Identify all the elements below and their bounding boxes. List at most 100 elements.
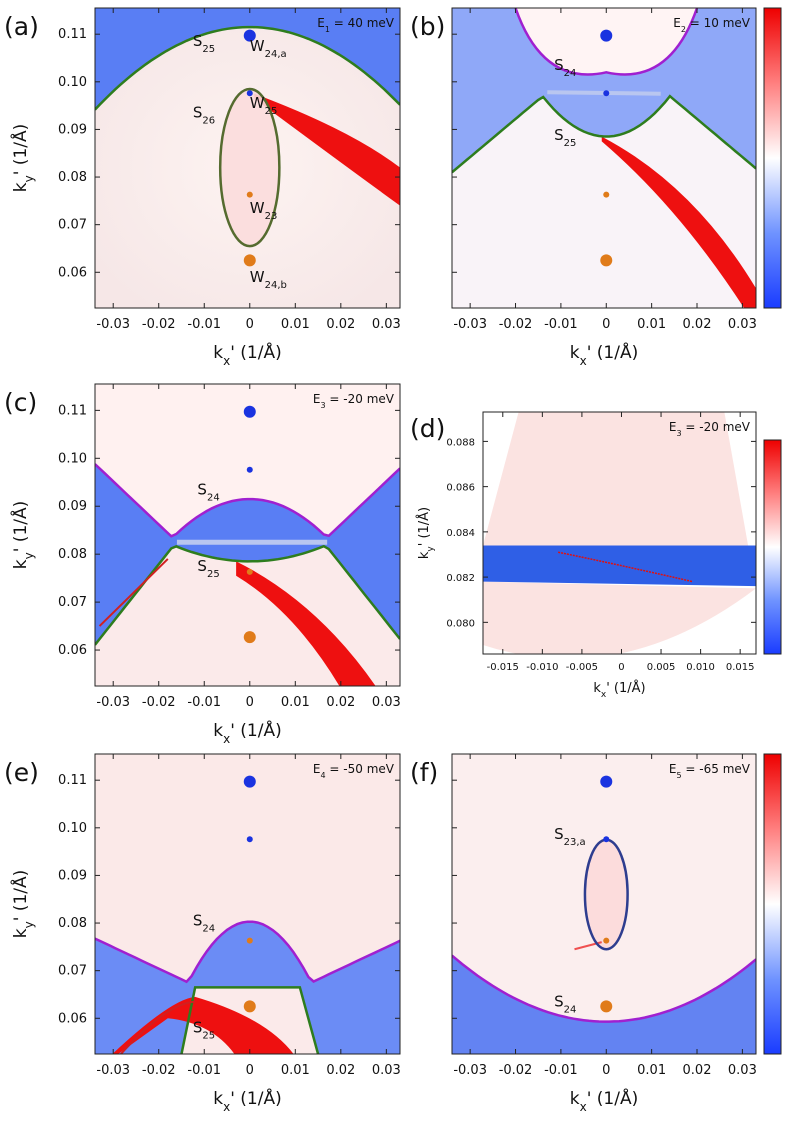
energy-label: E3 = -20 meV bbox=[669, 420, 751, 438]
ytick-label: 0.080 bbox=[446, 618, 475, 629]
energy-label: E4 = -50 meV bbox=[313, 762, 395, 780]
pink-ellipse bbox=[584, 839, 628, 950]
xtick-label: 0.005 bbox=[647, 662, 676, 673]
xtick-label: 0.015 bbox=[726, 662, 755, 673]
xtick-label: -0.03 bbox=[96, 317, 130, 332]
frame bbox=[482, 411, 757, 655]
colorbar bbox=[763, 753, 782, 1055]
xtick-label: 0 bbox=[602, 317, 610, 332]
ytick-label: 0.11 bbox=[58, 773, 87, 788]
xlabel: kx' (1/Å) bbox=[570, 341, 638, 368]
xtick-label: -0.02 bbox=[499, 317, 533, 332]
red-band bbox=[601, 136, 756, 308]
xtick-label: -0.02 bbox=[142, 695, 176, 710]
xtick-label: -0.03 bbox=[96, 695, 130, 710]
red-streak bbox=[119, 1000, 196, 1054]
xtick-label: 0.03 bbox=[728, 1063, 757, 1078]
annotation-W24,a: W24,a bbox=[250, 37, 287, 60]
plot-area bbox=[95, 754, 400, 1054]
xlabel: kx' (1/Å) bbox=[213, 1087, 281, 1114]
point-0 bbox=[600, 29, 613, 42]
xtick-label: -0.01 bbox=[544, 1063, 578, 1078]
xtick-label: 0.02 bbox=[683, 317, 712, 332]
curve-s24 bbox=[95, 463, 400, 538]
annotation-W25: W25 bbox=[250, 94, 278, 117]
xtick-label: 0 bbox=[618, 662, 624, 673]
colorbar bbox=[763, 439, 782, 655]
panel-f: S23,a S24 -0.03 -0.02 -0.01 0 0.01 0.02 0.03 kx' … bbox=[410, 753, 782, 1114]
point-3 bbox=[600, 254, 613, 267]
ytick-label: 0.086 bbox=[446, 483, 475, 494]
xtick-label: -0.03 bbox=[96, 1063, 130, 1078]
panel-a: S25 W24,a S26 W25 W23 W24,b -0.03 -0.02 -0.01 0 0.… bbox=[4, 7, 401, 368]
xlabel: kx' (1/Å) bbox=[570, 1087, 638, 1114]
annotation-S25: S25 bbox=[197, 557, 219, 580]
xtick-label: 0 bbox=[246, 1063, 254, 1078]
point-0 bbox=[600, 775, 613, 788]
ytick-label: 0.10 bbox=[58, 821, 87, 836]
curve-s25 bbox=[452, 94, 756, 174]
lower-lens bbox=[483, 581, 756, 654]
frame bbox=[451, 753, 757, 1055]
panel-b: S24 S25 -0.03 -0.02 -0.01 0 0.01 0.02 0.03 kx' (1… bbox=[410, 7, 782, 368]
xlabel: kx' (1/Å) bbox=[593, 680, 645, 700]
ytick-label: 0.09 bbox=[58, 868, 87, 883]
point-1 bbox=[603, 836, 610, 843]
xtick-label: -0.02 bbox=[142, 317, 176, 332]
panel-label: (d) bbox=[410, 414, 445, 443]
point-3 bbox=[600, 1000, 613, 1013]
xtick-label: 0.01 bbox=[281, 317, 310, 332]
curve-s25 bbox=[95, 25, 400, 111]
ylabel: ky' (1/Å) bbox=[9, 870, 36, 938]
panel-label: (a) bbox=[4, 12, 39, 41]
ytick-label: 0.082 bbox=[446, 573, 475, 584]
xtick-label: 0.010 bbox=[686, 662, 715, 673]
point-0 bbox=[243, 29, 256, 42]
annotation-W24,b: W24,b bbox=[250, 268, 287, 291]
annotation-W23: W23 bbox=[250, 199, 278, 222]
panel-label: (c) bbox=[4, 388, 37, 417]
red-streak bbox=[98, 558, 169, 627]
annotation-S25: S25 bbox=[193, 32, 215, 55]
ytick-label: 0.11 bbox=[58, 27, 87, 42]
ytick-label: 0.07 bbox=[58, 218, 87, 233]
frame bbox=[94, 383, 401, 687]
curve-s24 bbox=[452, 954, 756, 1023]
annotation-S25: S25 bbox=[193, 1019, 215, 1042]
xtick-label: 0.02 bbox=[326, 1063, 355, 1078]
xtick-label: -0.010 bbox=[526, 662, 558, 673]
upper-white bbox=[95, 754, 400, 982]
point-1 bbox=[246, 466, 253, 473]
xtick-label: -0.02 bbox=[142, 1063, 176, 1078]
xtick-label: 0.03 bbox=[372, 695, 401, 710]
plot-area bbox=[95, 8, 400, 308]
energy-label: E3 = -20 meV bbox=[313, 392, 395, 410]
xtick-label: -0.02 bbox=[499, 1063, 533, 1078]
ytick-label: 0.084 bbox=[446, 528, 475, 539]
point-1 bbox=[603, 90, 610, 97]
point-3 bbox=[243, 1000, 256, 1013]
plot-area bbox=[95, 384, 400, 686]
xtick-label: 0 bbox=[602, 1063, 610, 1078]
white-region bbox=[452, 96, 756, 308]
annotation-S24: S24 bbox=[197, 480, 219, 503]
ytick-label: 0.08 bbox=[58, 547, 87, 562]
ytick-label: 0.07 bbox=[58, 595, 87, 610]
xtick-label: 0 bbox=[246, 317, 254, 332]
point-0 bbox=[243, 405, 256, 418]
xtick-label: -0.01 bbox=[187, 695, 221, 710]
ytick-label: 0.09 bbox=[58, 122, 87, 137]
xtick-label: -0.015 bbox=[487, 662, 519, 673]
xlabel: kx' (1/Å) bbox=[213, 341, 281, 368]
xtick-label: 0.03 bbox=[728, 317, 757, 332]
point-2 bbox=[603, 191, 610, 198]
xtick-label: 0.01 bbox=[281, 1063, 310, 1078]
curve-s26 bbox=[218, 87, 281, 248]
upper-white bbox=[95, 384, 400, 537]
panel-d: -0.015 -0.010 -0.005 0 0.005 0.010 0.015 0.080 0… bbox=[410, 411, 782, 700]
frame bbox=[94, 7, 401, 309]
annotation-S24: S24 bbox=[193, 911, 215, 934]
colorbar bbox=[763, 7, 782, 309]
curve-s24 bbox=[95, 920, 400, 984]
